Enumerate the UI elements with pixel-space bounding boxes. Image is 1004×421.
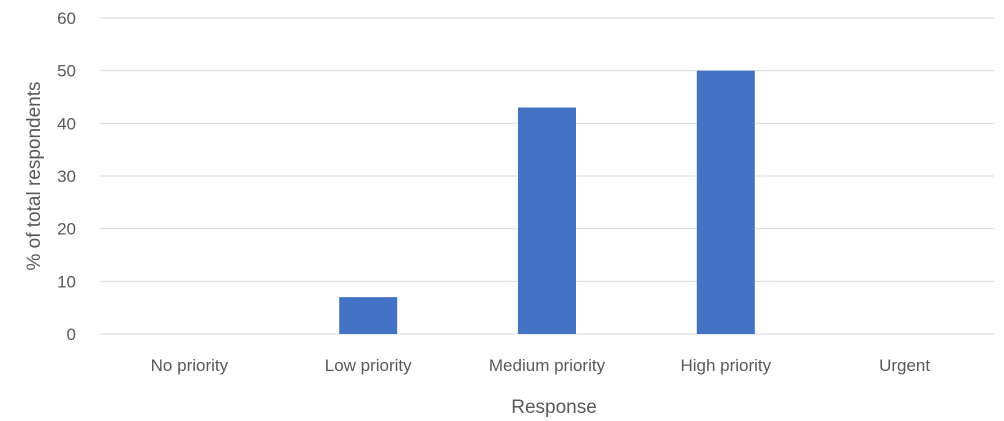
y-axis-ticks: 0 10 20 30 40 50 60 <box>57 9 76 344</box>
y-tick-label: 40 <box>57 114 76 133</box>
y-tick-label: 50 <box>57 62 76 81</box>
x-tick-label: Medium priority <box>489 356 606 375</box>
x-axis-ticks: No priority Low priority Medium priority Hi… <box>151 356 931 375</box>
y-tick-label: 30 <box>57 167 76 186</box>
y-tick-label: 60 <box>57 9 76 28</box>
x-tick-label: No priority <box>151 356 229 375</box>
y-tick-label: 20 <box>57 220 76 239</box>
bar-high-priority <box>696 70 755 335</box>
y-tick-label: 10 <box>57 272 76 291</box>
x-tick-label: High priority <box>680 356 771 375</box>
bar-medium-priority <box>518 107 576 335</box>
x-tick-label: Low priority <box>325 356 412 375</box>
y-axis-title: % of total respondents <box>24 81 45 270</box>
bar-low-priority <box>339 297 398 334</box>
x-axis-title: Response <box>511 397 597 418</box>
y-tick-label: 0 <box>67 325 76 344</box>
x-tick-label: Urgent <box>879 356 930 375</box>
bars <box>339 70 755 335</box>
